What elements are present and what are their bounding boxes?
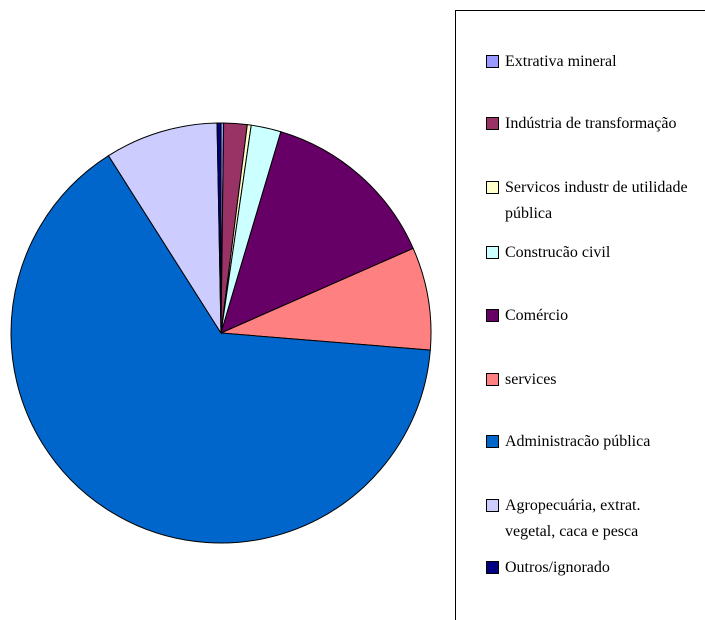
legend: Extrativa mineral Indústria de transforma… bbox=[455, 10, 705, 620]
pie-slice bbox=[216, 122, 222, 334]
legend-label: Servicos industr de utilidade pública bbox=[505, 179, 688, 222]
legend-item: Comércio bbox=[486, 303, 568, 329]
pie-slice bbox=[10, 155, 431, 544]
legend-swatch bbox=[486, 181, 499, 194]
legend-swatch bbox=[486, 435, 499, 448]
legend-label: services bbox=[505, 371, 557, 388]
legend-item: Indústria de transformação bbox=[486, 111, 676, 137]
legend-swatch bbox=[486, 117, 499, 130]
pie-slice bbox=[220, 131, 414, 334]
legend-item: services bbox=[486, 367, 557, 393]
legend-label: Administracão pública bbox=[505, 433, 651, 450]
legend-item: Construcão civil bbox=[486, 240, 610, 266]
legend-item: Extrativa mineral bbox=[486, 49, 617, 75]
legend-label: Indústria de transformação bbox=[505, 115, 677, 132]
legend-swatch bbox=[486, 373, 499, 386]
legend-item: Outros/ignorado bbox=[486, 555, 610, 581]
pie-slice bbox=[220, 247, 432, 351]
legend-swatch bbox=[486, 55, 499, 68]
legend-swatch bbox=[486, 499, 499, 512]
legend-label: Comércio bbox=[505, 307, 569, 324]
legend-item: Administracão pública bbox=[486, 429, 650, 455]
legend-label: Construcão civil bbox=[505, 244, 611, 261]
legend-item: Agropecuária, extrat. vegetal, caca e pe… bbox=[486, 493, 690, 545]
chart bbox=[10, 122, 432, 544]
legend-label: Extrativa mineral bbox=[505, 53, 617, 70]
legend-swatch bbox=[486, 246, 499, 259]
legend-label: Agropecuária, extrat. vegetal, caca e pe… bbox=[505, 497, 641, 540]
legend-label: Outros/ignorado bbox=[505, 559, 610, 576]
legend-item: Servicos industr de utilidade pública bbox=[486, 175, 690, 227]
pie-slice bbox=[107, 122, 222, 335]
legend-swatch bbox=[486, 309, 499, 322]
legend-swatch bbox=[486, 561, 499, 574]
